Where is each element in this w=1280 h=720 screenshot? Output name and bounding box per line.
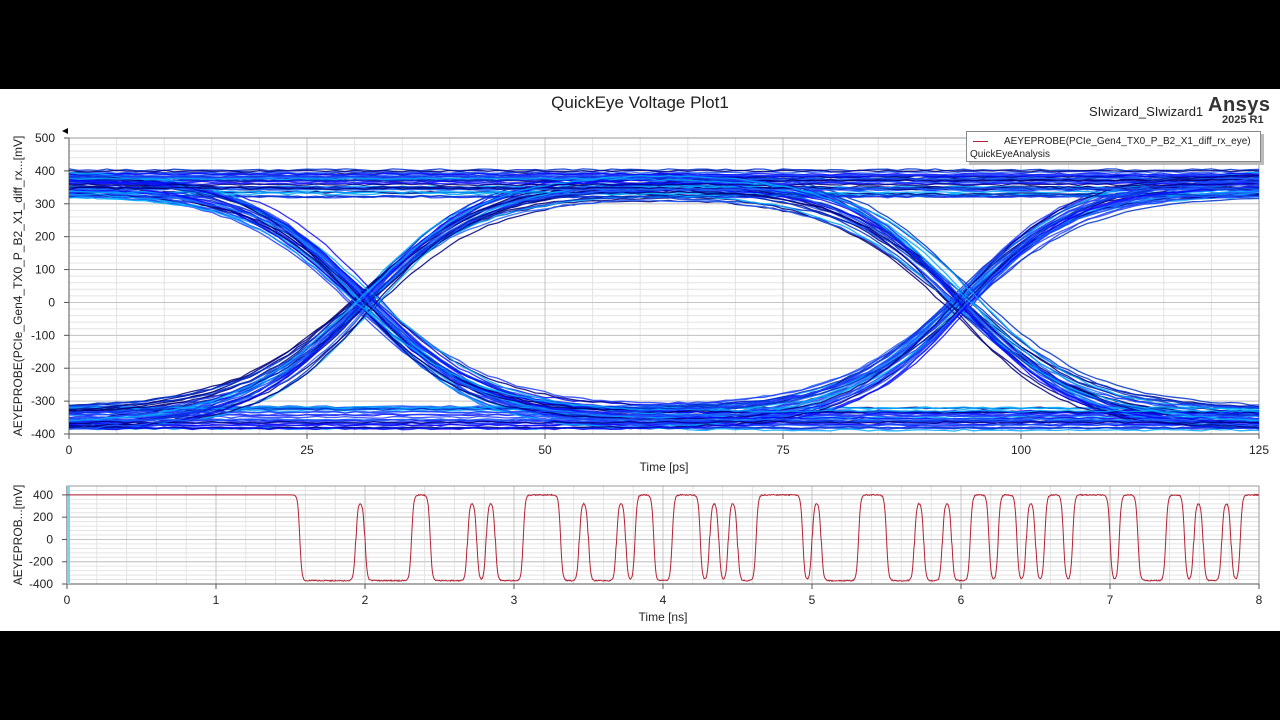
eye-trace: [69, 406, 1260, 410]
marker-strip: [67, 486, 70, 584]
y-tick-label: 200: [35, 230, 55, 244]
eye-trace: [68, 178, 1260, 415]
plot-title: QuickEye Voltage Plot1: [551, 93, 729, 112]
eye-trace: [68, 174, 1260, 409]
eye-trace: [68, 172, 1260, 176]
eye-trace: [69, 180, 1260, 425]
x-axis-label: Time [ns]: [639, 610, 688, 624]
y-tick-label: 0: [46, 532, 53, 546]
y-tick-label: 0: [48, 295, 55, 309]
x-tick-label: 8: [1256, 593, 1263, 607]
eye-trace: [68, 174, 1260, 416]
y-tick-label: -400: [29, 577, 53, 591]
y-axis-label: AEYEPROBE(PCIe_Gen4_TX0_P_B2_X1_diff_rx.…: [11, 136, 25, 437]
legend-line-swatch: [973, 141, 988, 142]
x-tick-label: 4: [660, 593, 667, 607]
x-tick-label: 0: [66, 443, 73, 457]
eye-trace: [68, 174, 1260, 422]
y-tick-label: -200: [29, 555, 53, 569]
design-name: SIwizard_SIwizard1: [1089, 104, 1204, 119]
eye-trace: [68, 193, 1260, 413]
y-tick-label: 400: [33, 488, 53, 502]
y-tick-label: -300: [31, 394, 55, 408]
eye-trace: [68, 177, 1260, 411]
y-tick-label: 300: [35, 197, 55, 211]
y-tick-label: 400: [35, 164, 55, 178]
eye-trace: [68, 181, 1260, 410]
y-tick-label: 200: [33, 510, 53, 524]
x-tick-label: 75: [776, 443, 790, 457]
legend-series-name: AEYEPROBE(PCIe_Gen4_TX0_P_B2_X1_diff_rx_…: [1004, 136, 1251, 147]
y-tick-label: -200: [31, 361, 55, 375]
x-tick-label: 2: [362, 593, 369, 607]
eye-trace: [68, 183, 1260, 187]
eye-trace: [68, 183, 1260, 414]
y-axis-label: AEYEPROB...[mV]: [11, 485, 25, 586]
plot-window: QuickEye Voltage Plot1 SIwizard_SIwizard…: [0, 89, 1280, 631]
x-tick-label: 7: [1107, 593, 1114, 607]
eye-trace: [68, 177, 1260, 422]
x-tick-label: 3: [511, 593, 518, 607]
version-label: 2025 R1: [1222, 114, 1264, 126]
eye-trace: [68, 186, 1260, 431]
eye-trace: [68, 194, 1260, 409]
x-tick-label: 5: [809, 593, 816, 607]
ansys-logo: Ansys: [1208, 94, 1271, 116]
eye-trace: [68, 426, 1260, 430]
eye-trace: [68, 194, 1260, 418]
y-tick-label: 100: [35, 263, 55, 277]
x-tick-label: 100: [1011, 443, 1031, 457]
x-tick-label: 25: [300, 443, 314, 457]
eye-trace: [68, 190, 1260, 422]
x-tick-label: 125: [1249, 443, 1269, 457]
waveform-trace: [67, 493, 1260, 583]
y-tick-label: -100: [31, 328, 55, 342]
y-tick-label: -400: [31, 427, 55, 441]
eye-trace: [68, 190, 1260, 428]
eye-traces: [68, 168, 1260, 432]
x-tick-label: 0: [64, 593, 71, 607]
eye-trace: [68, 186, 1260, 430]
x-tick-label: 1: [213, 593, 220, 607]
x-tick-label: 50: [538, 443, 552, 457]
eye-trace: [68, 178, 1260, 411]
collapse-arrow-icon: [62, 128, 68, 134]
plots-svg[interactable]: 0 25 50 75 100 1255004003002001000-100-200-30…: [0, 89, 1280, 631]
y-tick-label: 500: [35, 131, 55, 145]
eye-trace: [68, 169, 1260, 173]
eye-trace: [68, 168, 1260, 172]
x-tick-label: 6: [958, 593, 965, 607]
eye-trace: [68, 418, 1260, 422]
legend-analysis-name: QuickEyeAnalysis: [970, 149, 1051, 160]
eye-trace: [69, 420, 1260, 425]
eye-trace: [68, 193, 1260, 405]
legend[interactable]: AEYEPROBE(PCIe_Gen4_TX0_P_B2_X1_diff_rx_…: [966, 131, 1261, 162]
x-axis-label: Time [ps]: [640, 460, 689, 474]
waveform-grid: [66, 485, 1260, 585]
